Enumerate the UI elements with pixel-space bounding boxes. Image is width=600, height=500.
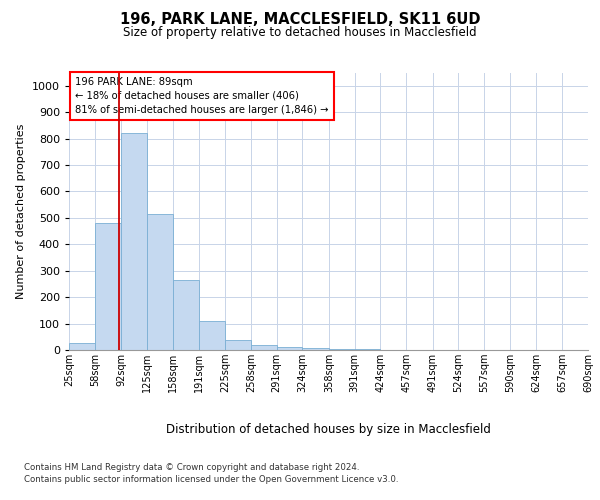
Bar <box>329 349 355 350</box>
Text: Contains public sector information licensed under the Open Government Licence v3: Contains public sector information licen… <box>24 475 398 484</box>
Bar <box>199 321 225 350</box>
Bar <box>302 348 329 350</box>
Bar <box>225 340 251 350</box>
Bar <box>251 344 277 350</box>
Text: 196, PARK LANE, MACCLESFIELD, SK11 6UD: 196, PARK LANE, MACCLESFIELD, SK11 6UD <box>120 12 480 28</box>
Bar <box>69 344 95 350</box>
Text: Contains HM Land Registry data © Crown copyright and database right 2024.: Contains HM Land Registry data © Crown c… <box>24 464 359 472</box>
Bar <box>277 348 302 350</box>
Text: 196 PARK LANE: 89sqm
← 18% of detached houses are smaller (406)
81% of semi-deta: 196 PARK LANE: 89sqm ← 18% of detached h… <box>75 76 329 114</box>
Y-axis label: Number of detached properties: Number of detached properties <box>16 124 26 299</box>
Bar <box>95 223 121 350</box>
Bar <box>173 280 199 350</box>
Bar <box>147 214 173 350</box>
Text: Distribution of detached houses by size in Macclesfield: Distribution of detached houses by size … <box>166 422 491 436</box>
Bar <box>121 134 147 350</box>
Text: Size of property relative to detached houses in Macclesfield: Size of property relative to detached ho… <box>123 26 477 39</box>
